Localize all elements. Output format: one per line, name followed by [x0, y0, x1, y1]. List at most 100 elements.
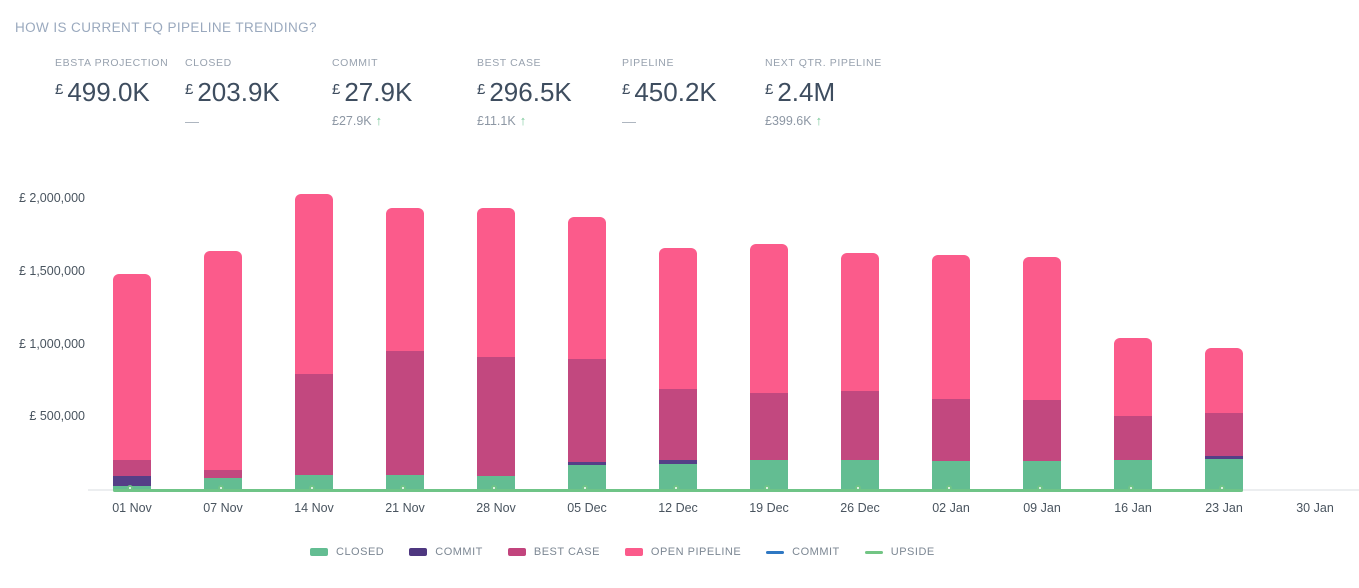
kpi-card: EBSTA PROJECTION £499.0K ↑ — [55, 57, 168, 113]
bar-segment-open-pipeline[interactable] — [750, 243, 788, 394]
bar-segment-best-case[interactable] — [113, 460, 151, 477]
bar-segment-open-pipeline[interactable] — [568, 216, 606, 360]
bar-segment-commit[interactable] — [568, 461, 606, 465]
legend-item[interactable]: OPEN PIPELINE — [624, 546, 742, 558]
bar-segment-best-case[interactable] — [477, 356, 515, 477]
kpi-card: NEXT QTR. PIPELINE £2.4M £399.6K ↑ — [765, 57, 882, 128]
y-axis-tick-label: £ 2,000,000 — [18, 191, 85, 205]
kpi-value: £203.9K — [185, 76, 280, 106]
bar-segment-open-pipeline[interactable] — [1023, 257, 1061, 401]
bar-segment-open-pipeline[interactable] — [659, 248, 697, 390]
kpi-amount: 2.4M — [777, 77, 836, 107]
legend-label: CLOSED — [336, 546, 385, 558]
kpi-amount: 27.9K — [344, 77, 413, 107]
kpi-delta: £27.9K ↑ — [332, 113, 412, 128]
upside-point-marker[interactable] — [127, 485, 133, 491]
bar-segment-open-pipeline[interactable] — [1205, 347, 1243, 414]
upside-point-marker[interactable] — [1037, 485, 1043, 491]
bar-segment-open-pipeline[interactable] — [386, 207, 424, 352]
upside-point-marker[interactable] — [400, 485, 406, 491]
x-axis-tick-label: 14 Nov — [294, 501, 334, 515]
kpi-value: £499.0K — [55, 76, 168, 106]
bar-segment-closed[interactable] — [204, 477, 242, 490]
kpi-card: PIPELINE £450.2K —↑ — [622, 57, 717, 129]
bar-segment-best-case[interactable] — [204, 469, 242, 478]
bar-segment-best-case[interactable] — [750, 393, 788, 461]
kpi-delta-text: £27.9K — [332, 114, 372, 128]
kpi-label: COMMIT — [332, 57, 379, 69]
bar-segment-closed[interactable] — [386, 475, 424, 490]
upside-point-marker[interactable] — [946, 485, 952, 491]
x-axis-tick-label: 19 Dec — [749, 501, 789, 515]
bar-segment-commit[interactable] — [1205, 455, 1243, 459]
bar-segment-open-pipeline[interactable] — [204, 250, 242, 470]
bar-segment-best-case[interactable] — [1205, 413, 1243, 456]
kpi-card: CLOSED £203.9K —↑ — [185, 57, 280, 129]
kpi-amount: 296.5K — [489, 77, 572, 107]
kpi-currency: £ — [332, 81, 341, 98]
bar-segment-open-pipeline[interactable] — [477, 207, 515, 357]
upside-point-marker[interactable] — [218, 485, 224, 491]
chart-legend: CLOSED COMMIT BEST CASE OPEN PIPELINE COMMIT… — [310, 546, 935, 558]
x-axis-tick-label: 07 Nov — [203, 501, 243, 515]
bar-segment-closed[interactable] — [1205, 458, 1243, 490]
page-title: HOW IS CURRENT FQ PIPELINE TRENDING? — [15, 20, 317, 35]
kpi-value: £2.4M — [765, 76, 882, 106]
kpi-label: PIPELINE — [622, 57, 675, 69]
bar-segment-closed[interactable] — [295, 475, 333, 490]
x-axis-tick-label: 23 Jan — [1205, 501, 1243, 515]
legend-label: COMMIT — [792, 546, 840, 558]
bar-segment-open-pipeline[interactable] — [841, 253, 879, 392]
upside-point-marker[interactable] — [1128, 485, 1134, 491]
bar-segment-best-case[interactable] — [1114, 415, 1152, 460]
kpi-card: COMMIT £27.9K £27.9K ↑ — [332, 57, 412, 128]
x-axis-tick-label: 30 Jan — [1296, 501, 1334, 515]
bar-segment-open-pipeline[interactable] — [113, 273, 151, 461]
x-axis-tick-label: 28 Nov — [476, 501, 516, 515]
upside-point-marker[interactable] — [582, 485, 588, 491]
upside-point-marker[interactable] — [855, 485, 861, 491]
bar-segment-closed[interactable] — [477, 476, 515, 490]
kpi-currency: £ — [622, 81, 631, 98]
kpi-label: CLOSED — [185, 57, 232, 69]
legend-item[interactable]: COMMIT — [766, 546, 840, 558]
upside-point-marker[interactable] — [673, 485, 679, 491]
kpi-label: NEXT QTR. PIPELINE — [765, 57, 882, 69]
bar-segment-best-case[interactable] — [932, 399, 970, 461]
bar-segment-best-case[interactable] — [386, 351, 424, 476]
legend-item[interactable]: COMMIT — [409, 546, 483, 558]
kpi-delta: —↑ — [622, 113, 717, 129]
x-axis-tick-label: 02 Jan — [932, 501, 970, 515]
bar-segment-best-case[interactable] — [295, 374, 333, 476]
bar-segment-open-pipeline[interactable] — [295, 193, 333, 375]
legend-rect-icon — [310, 548, 328, 556]
up-arrow-icon: ↑ — [815, 113, 823, 128]
kpi-card: BEST CASE £296.5K £11.1K ↑ — [477, 57, 572, 128]
upside-point-marker[interactable] — [491, 485, 497, 491]
upside-point-marker[interactable] — [1219, 485, 1225, 491]
kpi-value: £450.2K — [622, 76, 717, 106]
bar-segment-closed[interactable] — [1114, 459, 1152, 490]
bar-segment-best-case[interactable] — [659, 389, 697, 460]
up-arrow-icon: ↑ — [375, 113, 383, 128]
kpi-delta: £399.6K ↑ — [765, 113, 882, 128]
upside-point-marker[interactable] — [764, 485, 770, 491]
bar-segment-commit[interactable] — [659, 459, 697, 464]
kpi-delta: £11.1K ↑ — [477, 113, 572, 128]
upside-point-marker[interactable] — [309, 485, 315, 491]
x-axis-tick-label: 09 Jan — [1023, 501, 1061, 515]
kpi-label: EBSTA PROJECTION — [55, 57, 169, 69]
bar-segment-open-pipeline[interactable] — [1114, 337, 1152, 416]
kpi-delta-text: £11.1K — [477, 114, 516, 128]
legend-item[interactable]: CLOSED — [310, 546, 384, 558]
bar-segment-best-case[interactable] — [841, 391, 879, 461]
legend-line-icon — [864, 550, 883, 554]
bar-segment-open-pipeline[interactable] — [932, 254, 970, 400]
legend-label: OPEN PIPELINE — [650, 546, 742, 558]
bar-segment-commit[interactable] — [113, 476, 151, 487]
bar-segment-best-case[interactable] — [568, 359, 606, 462]
kpi-value: £27.9K — [332, 76, 412, 106]
legend-item[interactable]: UPSIDE — [864, 546, 935, 558]
bar-segment-best-case[interactable] — [1023, 400, 1061, 461]
legend-item[interactable]: BEST CASE — [507, 546, 600, 558]
